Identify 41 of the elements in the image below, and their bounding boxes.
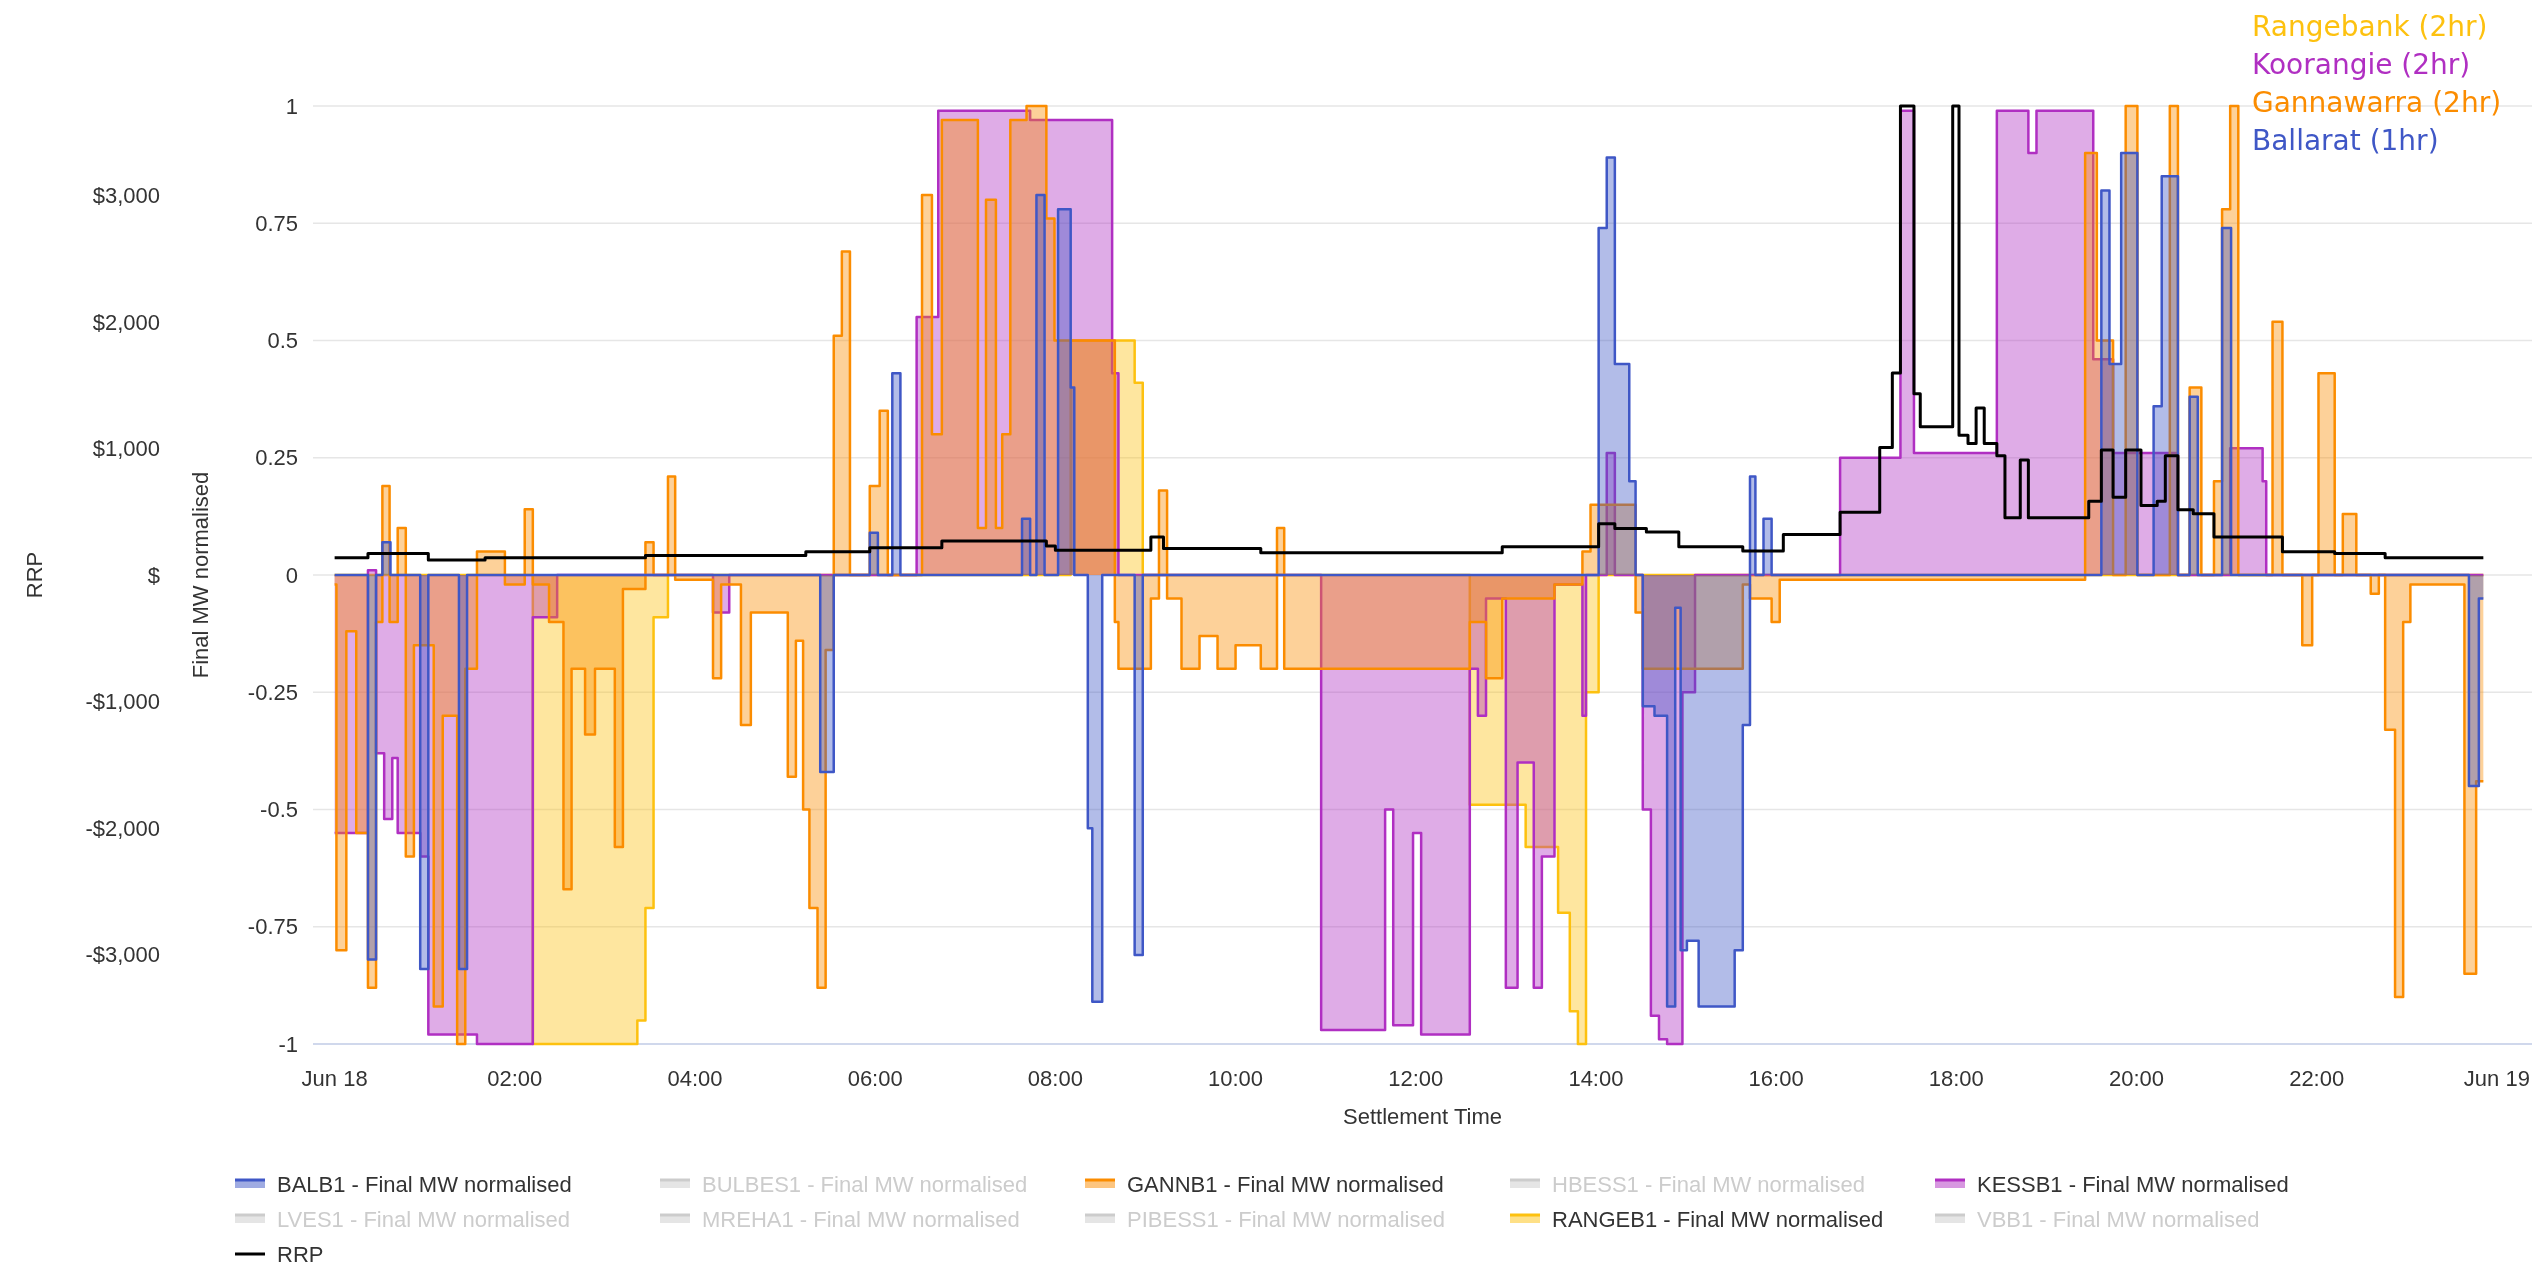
x-tick-label: Jun 19 <box>2463 1066 2530 1091</box>
y-tick-label: -1 <box>278 1031 298 1057</box>
y-tick-label: 1 <box>285 93 298 119</box>
y2-axis-title: RRP <box>22 551 47 599</box>
x-tick-label: 06:00 <box>847 1066 903 1091</box>
x-tick-label: Jun 18 <box>301 1066 368 1091</box>
legend-label: RANGEB1 - Final MW normalised <box>1552 1206 1884 1232</box>
y-tick-label: 0 <box>285 562 298 588</box>
text: Koorangie (2hr) <box>2252 47 2471 81</box>
x-tick-label: 16:00 <box>1748 1066 1804 1091</box>
x-tick-label: 14:00 <box>1568 1066 1624 1091</box>
x-tick-label: 12:00 <box>1388 1066 1444 1091</box>
x-tick-label: 04:00 <box>667 1066 723 1091</box>
x-axis-title: Settlement Time <box>1343 1104 1502 1129</box>
y2-tick-label: -$1,000 <box>85 689 160 715</box>
y2-tick-label: -$3,000 <box>85 941 160 967</box>
x-tick-label: 02:00 <box>487 1066 543 1091</box>
x-tick-label: 10:00 <box>1208 1066 1264 1091</box>
annotation: Gannawarra (2hr) <box>2252 85 2502 119</box>
y2-tick-label: $2,000 <box>92 309 160 335</box>
legend-label: BALB1 - Final MW normalised <box>277 1171 572 1197</box>
y2-tick-label: $3,000 <box>92 183 160 209</box>
y2-tick-label: -$2,000 <box>85 815 160 841</box>
y-tick-label: -0.75 <box>247 914 298 940</box>
y-tick-label: 0.75 <box>255 210 298 236</box>
y-tick-label: -0.25 <box>247 679 298 705</box>
y-tick-label: 0.25 <box>255 445 298 471</box>
legend-label: KESSB1 - Final MW normalised <box>1977 1171 2289 1197</box>
annotation: Ballarat (1hr) <box>2252 123 2439 157</box>
x-tick-label: 20:00 <box>2108 1066 2165 1091</box>
y-tick-label: -0.5 <box>260 797 298 823</box>
y-axis-title: Final MW normalised <box>188 471 213 679</box>
x-tick-label: 08:00 <box>1027 1066 1083 1091</box>
y2-tick-label: $1,000 <box>92 436 160 462</box>
x-tick-label: 18:00 <box>1928 1066 1984 1091</box>
legend-label: RRP <box>277 1241 324 1267</box>
legend-label: GANNB1 - Final MW normalised <box>1127 1171 1444 1197</box>
x-tick-label: 22:00 <box>2289 1066 2345 1091</box>
text: Rangebank (2hr) <box>2252 9 2488 43</box>
y2-tick-label: $ <box>147 562 160 588</box>
y-tick-label: 0.5 <box>267 328 298 354</box>
